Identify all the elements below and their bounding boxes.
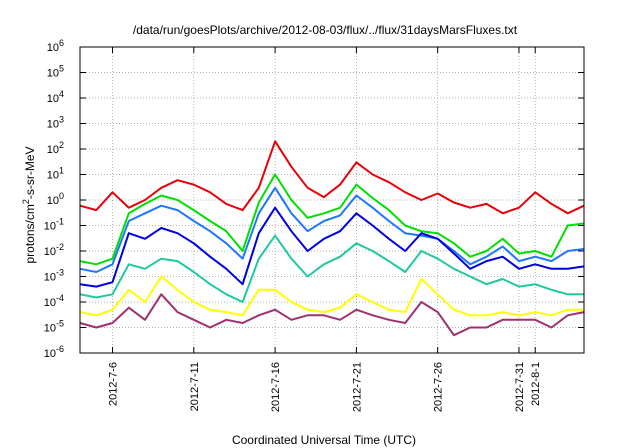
y-tick-exp: 1 bbox=[59, 166, 64, 176]
series-line-1 bbox=[79, 140, 585, 215]
x-tick-label: 2012-7-6 bbox=[108, 362, 120, 406]
series-line-5 bbox=[79, 234, 584, 303]
y-tick-label: 103 bbox=[47, 115, 64, 131]
y-tick-exp: -5 bbox=[56, 319, 64, 329]
y-tick-label: 10-1 bbox=[44, 217, 64, 233]
y-tick-base: 10 bbox=[47, 42, 59, 54]
x-axis-label: Coordinated Universal Time (UTC) bbox=[232, 433, 416, 447]
y-tick-exp: -1 bbox=[56, 217, 64, 227]
y-tick-label: 102 bbox=[47, 140, 64, 156]
y-tick-base: 10 bbox=[44, 272, 56, 284]
y-axis-label-sup: 2 bbox=[21, 199, 31, 204]
series-line-3 bbox=[79, 186, 585, 273]
y-tick-exp: -2 bbox=[56, 242, 64, 252]
x-tick-label: 2012-7-26 bbox=[433, 362, 445, 412]
y-tick-exp: -6 bbox=[56, 344, 64, 354]
y-axis: 10610510410310210110010-110-210-310-410-… bbox=[44, 38, 584, 360]
y-tick-exp: 2 bbox=[59, 140, 64, 150]
series-line-7 bbox=[79, 293, 585, 337]
y-tick-label: 101 bbox=[47, 166, 64, 182]
y-tick-base: 10 bbox=[44, 297, 56, 309]
x-tick-label: 2012-7-11 bbox=[189, 362, 201, 411]
y-tick-label: 10-3 bbox=[44, 268, 64, 284]
y-tick-label: 104 bbox=[47, 89, 64, 105]
y-tick-base: 10 bbox=[44, 323, 56, 335]
y-tick-label: 100 bbox=[47, 191, 64, 207]
y-tick-exp: 5 bbox=[59, 64, 64, 74]
y-tick-base: 10 bbox=[47, 195, 59, 207]
y-tick-base: 10 bbox=[44, 221, 56, 233]
series-layer bbox=[79, 140, 585, 337]
y-tick-label: 106 bbox=[47, 38, 64, 54]
y-tick-base: 10 bbox=[44, 246, 56, 258]
y-axis-label-rest: -s-sr-MeV bbox=[23, 146, 37, 199]
y-tick-exp: 0 bbox=[59, 191, 64, 201]
y-tick-base: 10 bbox=[44, 348, 56, 360]
chart-title: /data/run/goesPlots/archive/2012-08-03/f… bbox=[133, 23, 518, 37]
y-tick-label: 105 bbox=[47, 64, 64, 80]
x-tick-label: 2012-7-31 bbox=[514, 362, 526, 412]
y-tick-exp: -4 bbox=[56, 293, 64, 303]
series-line-2 bbox=[79, 173, 585, 266]
y-tick-exp: 4 bbox=[59, 89, 64, 99]
x-tick-label: 2012-7-16 bbox=[270, 362, 282, 412]
x-axis: 2012-7-6 2012-7-11 2012-7-16 2012-7-21 2012-… bbox=[108, 47, 542, 412]
y-tick-base: 10 bbox=[47, 119, 59, 131]
y-tick-exp: -3 bbox=[56, 268, 64, 278]
y-tick-label: 10-6 bbox=[44, 344, 64, 360]
x-tick-label: 2012-8-1 bbox=[530, 362, 542, 406]
y-tick-label: 10-4 bbox=[44, 293, 64, 309]
y-axis-label: protons/cm2-s-sr-MeV bbox=[21, 146, 37, 263]
y-tick-label: 10-5 bbox=[44, 319, 64, 335]
series-line-4 bbox=[79, 206, 585, 288]
y-tick-label: 10-2 bbox=[44, 242, 64, 258]
y-tick-base: 10 bbox=[47, 170, 59, 182]
y-tick-base: 10 bbox=[47, 68, 59, 80]
y-tick-exp: 6 bbox=[59, 38, 64, 48]
y-tick-exp: 3 bbox=[59, 115, 64, 125]
y-axis-label-base: protons/cm bbox=[23, 204, 37, 263]
grid-lines bbox=[80, 46, 584, 354]
x-tick-label: 2012-7-21 bbox=[351, 362, 363, 412]
series-line-6 bbox=[79, 275, 584, 317]
y-tick-base: 10 bbox=[47, 144, 59, 156]
y-tick-base: 10 bbox=[47, 93, 59, 105]
